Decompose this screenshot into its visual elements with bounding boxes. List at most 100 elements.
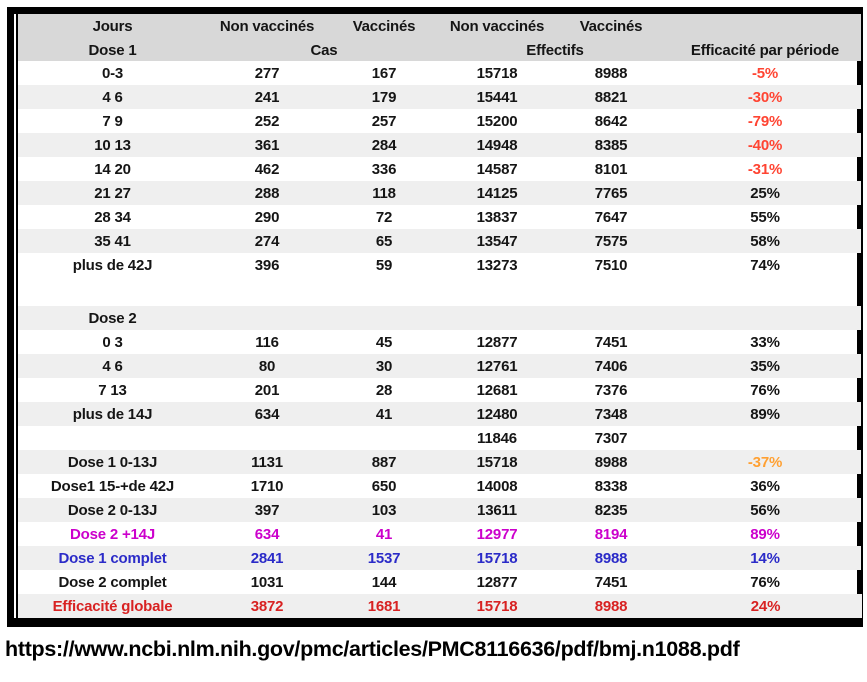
row-label: Dose 2 0-13J (67, 501, 158, 519)
value-cell: 252 (254, 112, 280, 130)
value-cell: 8194 (594, 525, 628, 543)
row-label: 10 13 (94, 136, 131, 154)
value-cell: 13611 (477, 501, 517, 519)
table-row: Dose 1 0-13J 1131 887 15718 8988 -37% (17, 450, 862, 474)
efficacy-cell: 76% (750, 381, 780, 399)
header-dose1: Dose 1 (88, 41, 137, 59)
value-cell: 103 (371, 501, 397, 519)
value-cell: 12877 (476, 573, 518, 591)
value-cell: 7765 (594, 184, 628, 202)
value-cell: 7451 (594, 573, 628, 591)
header-row-groups: Jours Non vaccinés Vaccinés Non vaccinés… (17, 14, 862, 39)
value-cell: 2841 (250, 549, 284, 567)
value-cell: 41 (375, 405, 393, 423)
value-cell: 462 (254, 160, 280, 178)
value-cell: 144 (371, 573, 397, 591)
value-cell: 8642 (594, 112, 628, 130)
header-blank (669, 14, 862, 39)
row-label: Dose 2 +14J (70, 525, 155, 543)
value-cell (207, 426, 327, 450)
value-cell: 7376 (594, 381, 628, 399)
row-label: plus de 42J (72, 256, 153, 274)
table-row: 35 41 274 65 13547 7575 58% (17, 229, 862, 253)
value-cell: 13547 (476, 232, 518, 250)
value-cell: 30 (375, 357, 393, 375)
section-header-row: Dose 2 (17, 306, 862, 330)
value-cell: 8338 (594, 477, 628, 495)
value-cell: 80 (258, 357, 276, 375)
value-cell: 396 (254, 256, 280, 274)
value-cell: 15718 (476, 597, 518, 615)
row-label: plus de 14J (72, 405, 153, 423)
table-row: 11846 7307 (17, 426, 862, 450)
value-cell (327, 306, 441, 330)
table-row: Efficacité globale 3872 1681 15718 8988 24% (17, 594, 862, 618)
value-cell: 241 (254, 88, 280, 106)
header-vaccines-effectifs: Vaccinés (579, 18, 643, 35)
value-cell: 14948 (476, 136, 518, 154)
value-cell: 15200 (476, 112, 518, 130)
header-effectifs: Effectifs (526, 41, 584, 59)
efficacy-cell: 14% (750, 549, 780, 567)
value-cell: 1031 (250, 573, 284, 591)
row-label: Dose 2 complet (58, 573, 167, 591)
table-row: 0-3 277 167 15718 8988 -5% (17, 61, 862, 85)
row-label: Efficacité globale (52, 597, 173, 615)
value-cell: 257 (371, 112, 397, 130)
source-url: https://www.ncbi.nlm.nih.gov/pmc/article… (5, 637, 740, 661)
value-cell (327, 277, 441, 306)
value-cell: 15718 (476, 549, 518, 567)
value-cell: 15718 (476, 64, 518, 82)
value-cell: 8385 (594, 136, 628, 154)
efficacy-cell: 76% (750, 573, 780, 591)
row-label: 4 6 (102, 357, 123, 375)
value-cell: 59 (375, 256, 393, 274)
value-cell: 274 (254, 232, 280, 250)
value-cell: 12681 (476, 381, 518, 399)
value-cell: 277 (254, 64, 280, 82)
value-cell: 1710 (250, 477, 284, 495)
value-cell: 7647 (594, 208, 628, 226)
value-cell: 12977 (476, 525, 518, 543)
row-label: Dose1 15-+de 42J (50, 477, 175, 495)
value-cell: 65 (375, 232, 393, 250)
value-cell: 650 (371, 477, 397, 495)
row-label: 0-3 (101, 64, 124, 82)
row-label: 35 41 (94, 232, 131, 250)
row-label (17, 277, 207, 306)
header-non-vaccines-cas: Non vaccinés (219, 18, 315, 35)
value-cell: 8235 (594, 501, 628, 519)
value-cell: 887 (371, 453, 397, 471)
value-cell: 1681 (367, 597, 401, 615)
row-label: 14 20 (94, 160, 131, 178)
row-label: 4 6 (102, 88, 123, 106)
value-cell: 284 (371, 136, 397, 154)
value-cell: 7307 (594, 429, 628, 447)
efficacy-cell: -30% (747, 88, 783, 106)
row-label: 0 3 (102, 333, 123, 351)
value-cell (207, 306, 327, 330)
value-cell: 8988 (594, 453, 628, 471)
value-cell: 8988 (594, 64, 628, 82)
value-cell (441, 306, 553, 330)
table-row: 4 6 241 179 15441 8821 -30% (17, 85, 862, 109)
value-cell: 116 (255, 333, 279, 351)
table-body: 0-3 277 167 15718 8988 -5% 4 6 241 179 15441 8821 -… (17, 61, 862, 618)
table-row: 10 13 361 284 14948 8385 -40% (17, 133, 862, 157)
table-row: plus de 42J 396 59 13273 7510 74% (17, 253, 862, 277)
row-label: Dose 1 complet (58, 549, 167, 567)
efficacy-table: Jours Non vaccinés Vaccinés Non vaccinés… (16, 14, 863, 618)
value-cell: 8101 (594, 160, 628, 178)
value-cell: 45 (375, 333, 393, 351)
table-row: Dose 1 complet 2841 1537 15718 8988 14% (17, 546, 862, 570)
header-jours: Jours (92, 18, 133, 35)
value-cell: 14008 (476, 477, 518, 495)
table-row: 14 20 462 336 14587 8101 -31% (17, 157, 862, 181)
efficacy-cell: 24% (750, 597, 781, 615)
value-cell: 13837 (476, 208, 518, 226)
header-efficacite: Efficacité par période (690, 41, 840, 59)
row-label: 21 27 (94, 184, 131, 202)
efficacy-cell: 74% (750, 256, 780, 274)
row-label: Dose 2 (88, 309, 137, 327)
value-cell (553, 306, 669, 330)
